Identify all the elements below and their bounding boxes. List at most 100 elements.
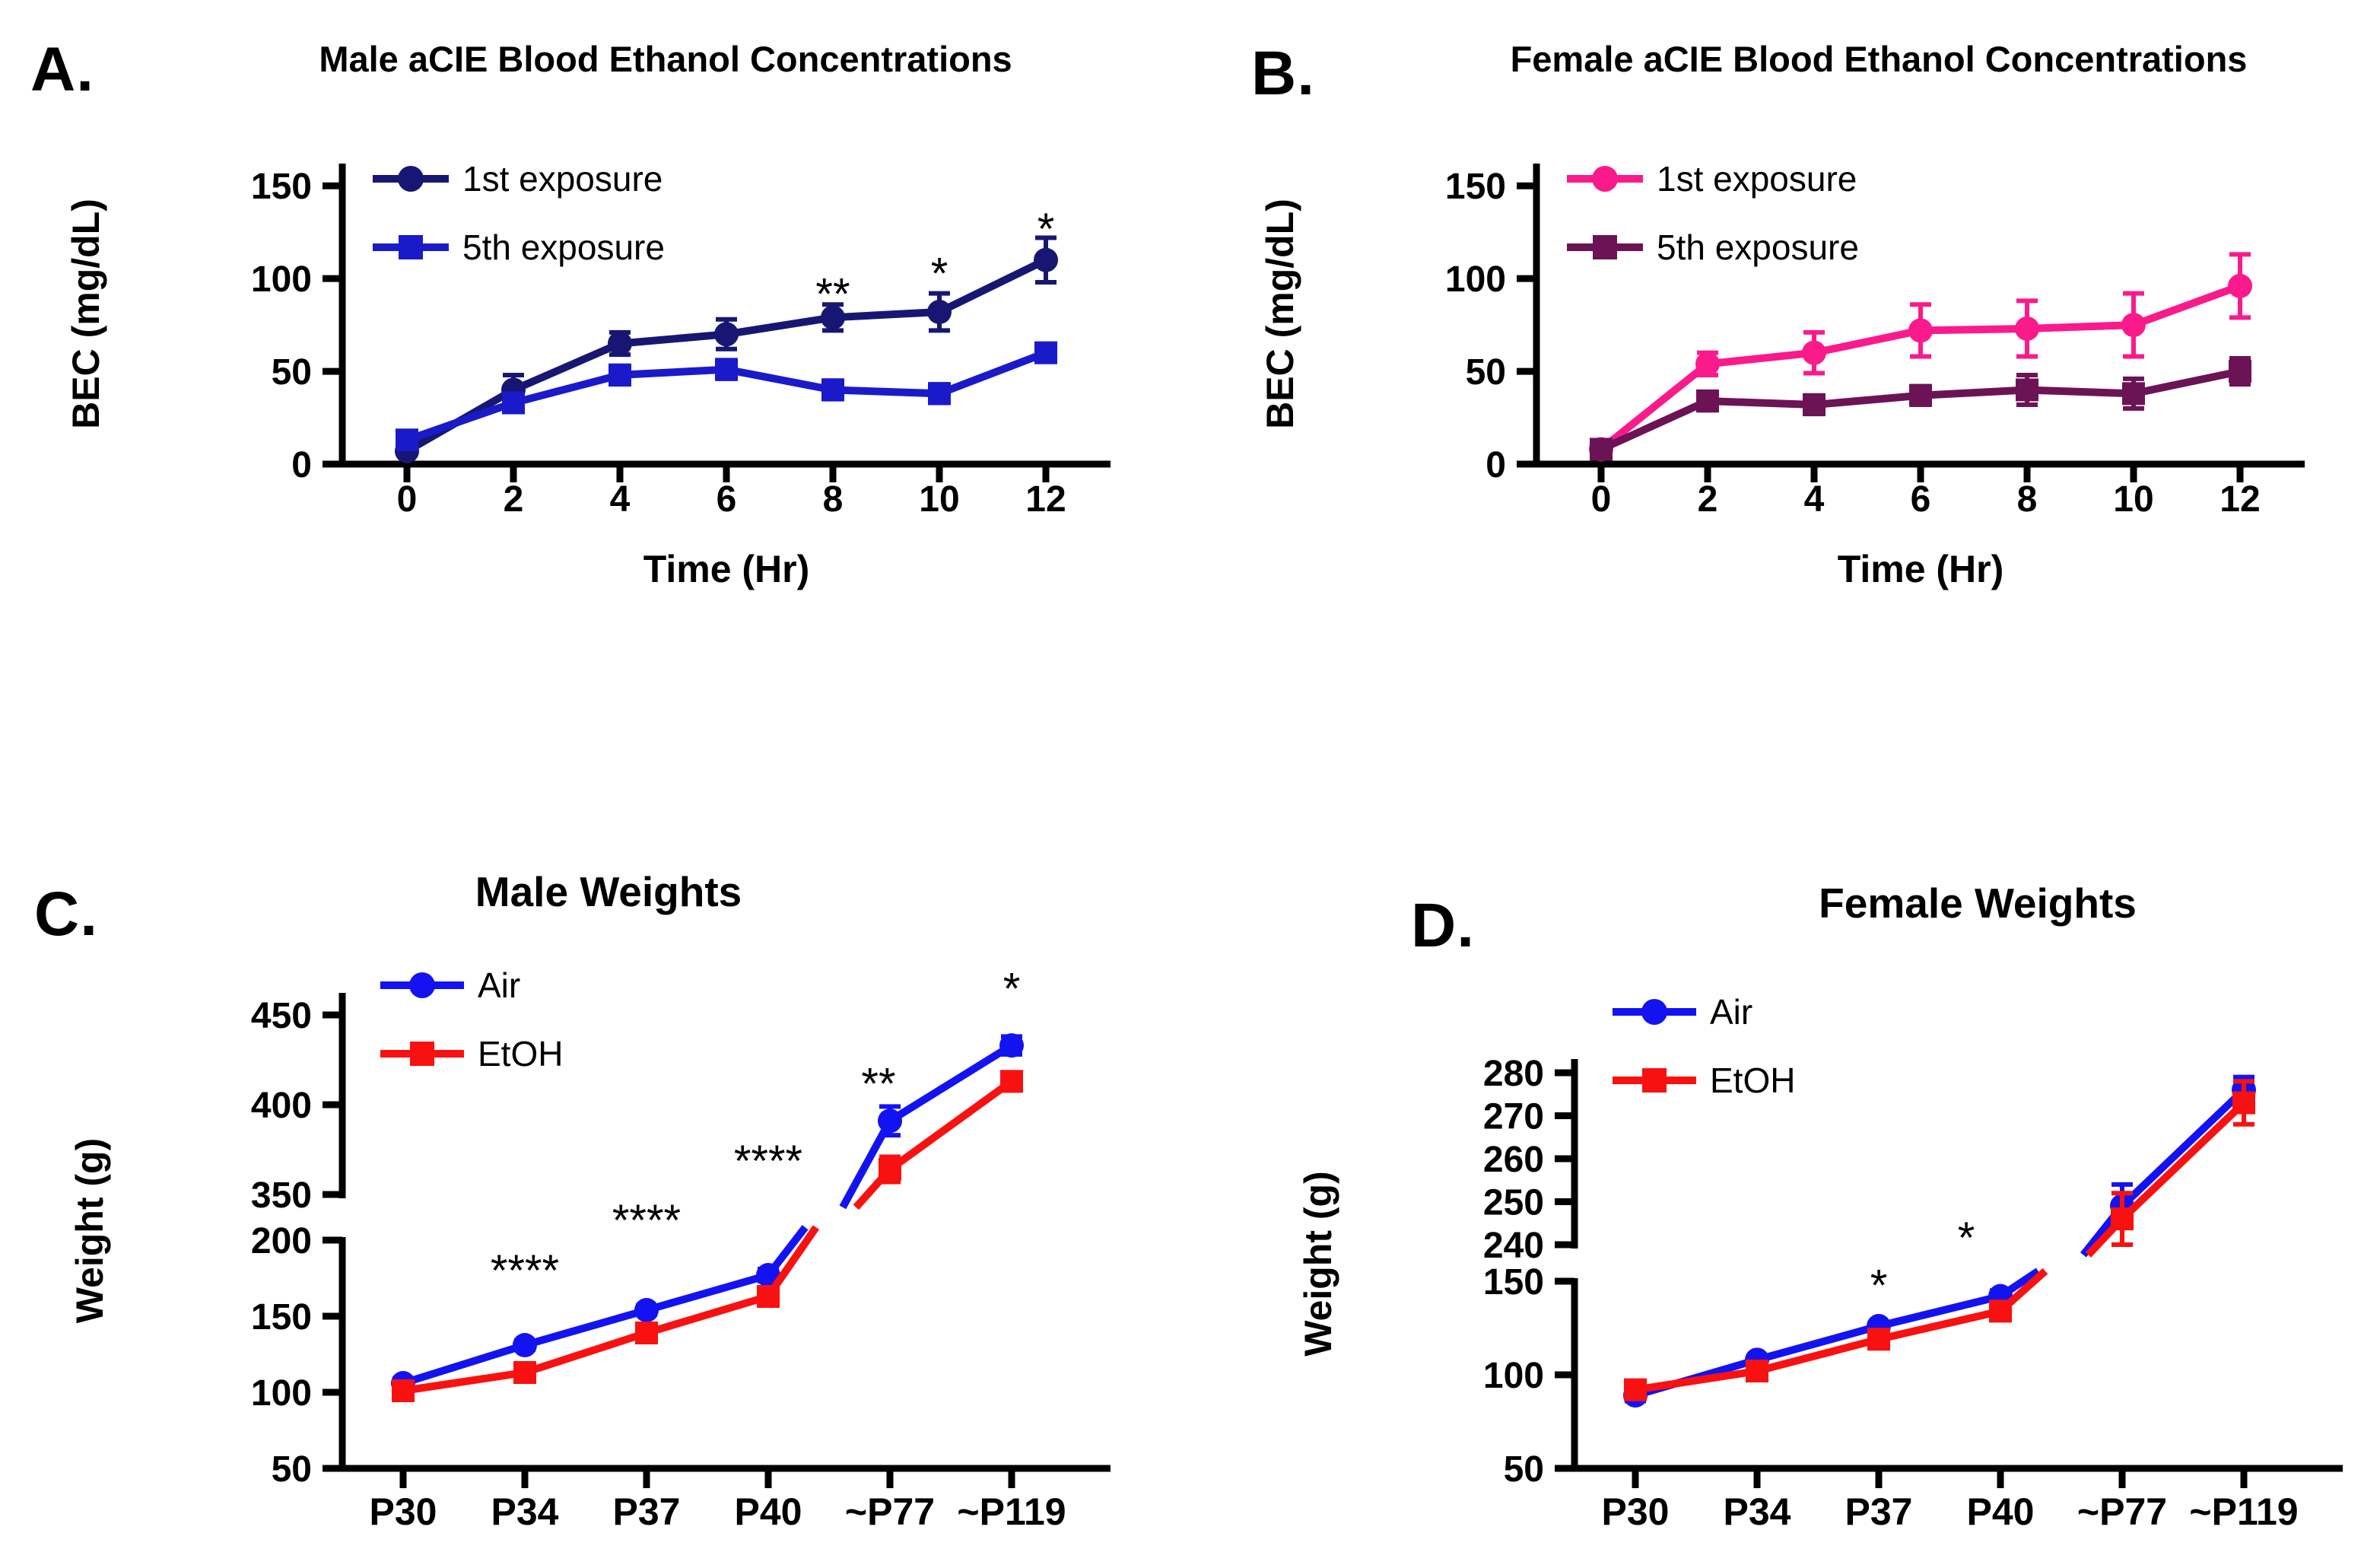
panel-label-b: B.	[1251, 39, 1315, 108]
significance-stars: *	[1037, 205, 1055, 254]
data-point-marker	[928, 382, 951, 406]
chart-title-male-bec: Male aCIE Blood Ethanol Concentrations	[319, 39, 1012, 79]
data-point-marker	[1909, 383, 1932, 407]
data-point-marker	[715, 358, 738, 381]
legend-square-marker-icon	[399, 235, 423, 259]
svg-text:100: 100	[251, 1373, 312, 1414]
data-point-marker	[2016, 378, 2038, 402]
significance-stars: ****	[491, 1246, 559, 1296]
svg-text:150: 150	[251, 1297, 312, 1338]
significance-annotations-D: **	[1870, 1214, 1975, 1310]
svg-text:6: 6	[717, 479, 737, 520]
series-5th-exposure	[396, 341, 1057, 452]
svg-text:6: 6	[1911, 479, 1931, 520]
data-point-marker	[1989, 1299, 2012, 1323]
series-5th-exposure	[1590, 355, 2251, 461]
significance-stars: *	[1958, 1214, 1975, 1263]
legend-circle-marker-icon	[1592, 166, 1618, 192]
chart-female-bec: 0 50 100 150 0 2 4 6 8 10 12 Time (Hr) BEC (mg/dL) 1s…	[1259, 159, 2305, 590]
significance-stars: *	[1870, 1261, 1888, 1310]
legend-square-marker-icon	[1642, 1068, 1667, 1093]
legend-item-etoh: EtOH	[1613, 1061, 1795, 1100]
data-point-marker	[396, 428, 418, 452]
panel-female-bec: B. Female aCIE Blood Ethanol Concentrati…	[1217, 15, 2358, 768]
svg-text:P40: P40	[735, 1490, 802, 1533]
data-point-marker	[1695, 351, 1720, 377]
svg-text:~P119: ~P119	[2189, 1490, 2298, 1533]
svg-text:2: 2	[504, 479, 524, 520]
axes-B: 0 50 100 150 0 2 4 6 8 10 12 Time (Hr) BEC (mg/dL)	[1259, 164, 2305, 590]
svg-text:150: 150	[251, 167, 312, 207]
data-point-marker	[513, 1361, 536, 1384]
svg-text:BEC (mg/dL): BEC (mg/dL)	[1259, 199, 1301, 429]
series-etoh	[1624, 1079, 2255, 1401]
svg-text:8: 8	[823, 479, 844, 520]
svg-text:12: 12	[1025, 479, 1066, 520]
data-point-marker	[2122, 382, 2145, 406]
data-point-marker	[1624, 1378, 1647, 1401]
data-point-marker	[635, 1322, 658, 1344]
svg-text:10: 10	[919, 479, 959, 520]
svg-text:~P119: ~P119	[957, 1490, 1066, 1533]
axes-A: 0 50 100 150 0 2 4 6 8 10 12 Time (Hr) BEC (mg/dL)	[65, 164, 1111, 590]
data-point-marker	[1803, 393, 1826, 416]
legend-label: Air	[478, 965, 520, 1005]
legend-label: 1st exposure	[1657, 159, 1857, 199]
data-point-marker	[634, 1298, 659, 1322]
data-point-marker	[2121, 313, 2146, 338]
svg-text:P30: P30	[1602, 1490, 1670, 1533]
svg-text:50: 50	[1466, 352, 1506, 393]
significance-stars: *	[931, 249, 949, 298]
panel-female-weights: D. Female Weights 50 100 150 240 250 260 270 28…	[1217, 806, 2358, 1560]
chart-title-female-weights: Female Weights	[1819, 880, 2137, 927]
legend-label: 5th exposure	[1657, 227, 1859, 267]
series-air	[391, 1033, 1024, 1395]
svg-text:450: 450	[251, 996, 312, 1036]
data-point-marker	[878, 1109, 902, 1134]
svg-text:0: 0	[397, 479, 418, 520]
legend-A: 1st exposure 5th exposure	[373, 159, 665, 267]
svg-text:50: 50	[272, 352, 312, 393]
panel-label-d: D.	[1411, 891, 1475, 960]
data-point-marker	[879, 1157, 901, 1181]
chart-male-weights: 50 100 150 200 350 400 450 P30 P34 P37 P40 ~P77 ~P11…	[68, 965, 1111, 1533]
data-point-marker	[608, 331, 632, 356]
legend-label: 1st exposure	[462, 159, 663, 199]
data-point-marker	[714, 322, 739, 347]
legend-circle-marker-icon	[409, 972, 435, 998]
series-1st-exposure	[395, 235, 1058, 463]
data-point-marker	[821, 305, 845, 330]
data-point-marker	[1590, 437, 1613, 461]
legend-item-1st-exposure: 1st exposure	[1567, 159, 1857, 199]
data-point-marker	[927, 300, 952, 325]
data-point-marker	[2232, 1091, 2255, 1115]
data-point-marker	[502, 391, 525, 415]
panel-label-a: A.	[30, 35, 94, 104]
legend-item-5th-exposure: 5th exposure	[1567, 227, 1859, 267]
data-point-marker	[1000, 1070, 1023, 1093]
data-point-marker	[1034, 247, 1058, 272]
significance-annotations-C: ***************	[491, 965, 1020, 1296]
svg-text:Time (Hr): Time (Hr)	[643, 548, 810, 590]
significance-stars: ****	[734, 1137, 802, 1186]
data-point-marker	[513, 1333, 537, 1357]
data-point-marker	[2229, 360, 2251, 383]
legend-square-marker-icon	[410, 1042, 434, 1066]
svg-text:100: 100	[251, 259, 312, 300]
svg-text:260: 260	[1483, 1140, 1544, 1180]
data-point-marker	[2228, 273, 2252, 298]
svg-text:400: 400	[251, 1086, 312, 1126]
svg-text:4: 4	[1804, 479, 1825, 520]
svg-text:~P77: ~P77	[845, 1490, 935, 1533]
legend-B: 1st exposure 5th exposure	[1567, 159, 1859, 267]
svg-text:100: 100	[1483, 1356, 1544, 1396]
significance-stars: ****	[612, 1196, 681, 1245]
svg-text:150: 150	[1483, 1262, 1544, 1303]
legend-C: Air EtOH	[380, 965, 563, 1074]
panel-label-c: C.	[34, 880, 98, 949]
data-point-marker	[1908, 318, 1933, 343]
svg-text:10: 10	[2113, 479, 2153, 520]
svg-text:240: 240	[1483, 1226, 1544, 1266]
data-point-marker	[2015, 316, 2039, 341]
data-point-marker	[999, 1033, 1024, 1058]
